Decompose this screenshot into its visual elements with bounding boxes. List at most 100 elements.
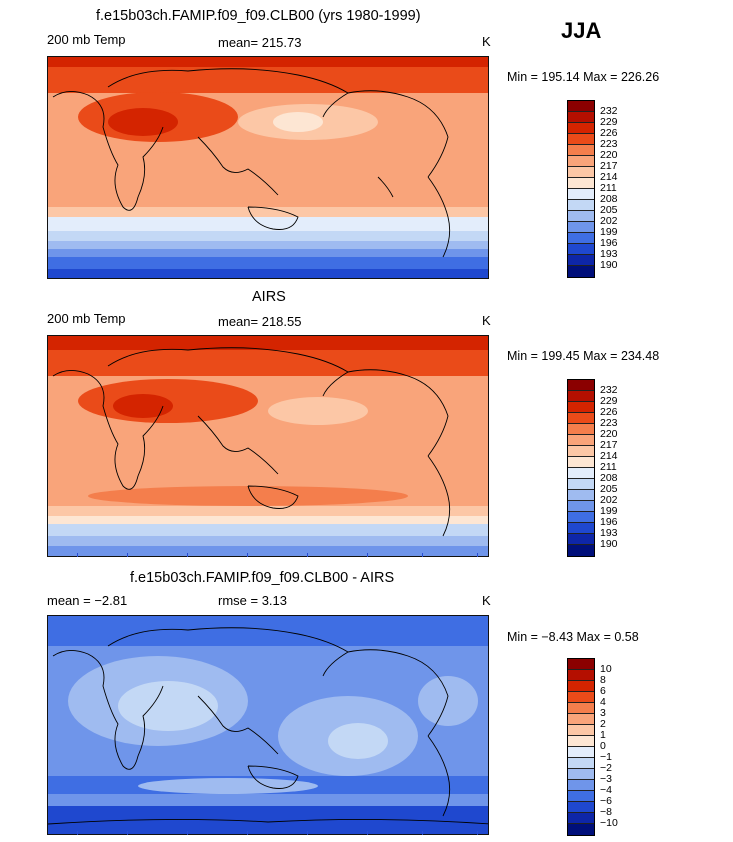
colorbar-label: 10	[600, 663, 612, 675]
colorbar-label: 205	[600, 483, 618, 495]
panel-3-rmse-label: rmse = 3.13	[218, 593, 288, 608]
panel-1-minmax: Min = 195.14 Max = 226.26	[507, 70, 660, 84]
colorbar-swatch	[568, 501, 594, 512]
colorbar-label: 202	[600, 494, 618, 506]
colorbar-label: −8	[600, 806, 612, 818]
panel-2-map	[47, 335, 489, 557]
colorbar-swatch	[568, 413, 594, 424]
colorbar-label: 208	[600, 472, 618, 484]
colorbar-label: −1	[600, 751, 612, 763]
colorbar-swatch	[568, 758, 594, 769]
panel-2-title: AIRS	[252, 289, 286, 305]
colorbar-label: −6	[600, 795, 612, 807]
colorbar-swatch	[568, 813, 594, 824]
panel-1-unit-label: K	[482, 34, 491, 49]
colorbar-label: 226	[600, 406, 618, 418]
panel-3-minmax: Min = −8.43 Max = 0.58	[507, 630, 639, 644]
colorbar-swatch	[568, 791, 594, 802]
colorbar-swatch	[568, 523, 594, 534]
panel-2-unit-label: K	[482, 313, 491, 328]
colorbar-swatch	[568, 545, 594, 556]
colorbar-label: 190	[600, 259, 618, 271]
panel-2-axis-ticks	[47, 553, 489, 557]
colorbar-swatch	[568, 736, 594, 747]
colorbar-swatch	[568, 178, 594, 189]
colorbar-swatch	[568, 123, 594, 134]
colorbar-label: 196	[600, 516, 618, 528]
panel-2-colorbar	[567, 379, 595, 557]
colorbar-label: −10	[600, 817, 618, 829]
colorbar-label: 220	[600, 428, 618, 440]
colorbar-label: 229	[600, 395, 618, 407]
colorbar-swatch	[568, 112, 594, 123]
panel-2-variable-label: 200 mb Temp	[47, 311, 126, 326]
colorbar-label: 217	[600, 439, 618, 451]
colorbar-label: 3	[600, 707, 606, 719]
colorbar-swatch	[568, 255, 594, 266]
colorbar-label: 232	[600, 105, 618, 117]
colorbar-label: −4	[600, 784, 612, 796]
colorbar-label: 199	[600, 226, 618, 238]
colorbar-label: 2	[600, 718, 606, 730]
panel-2-mean-label: mean= 218.55	[218, 314, 302, 329]
colorbar-label: −3	[600, 773, 612, 785]
colorbar-label: 220	[600, 149, 618, 161]
colorbar-label: 193	[600, 248, 618, 260]
colorbar-label: 1	[600, 729, 606, 741]
panel-3-axis-ticks	[47, 831, 489, 835]
colorbar-swatch	[568, 244, 594, 255]
colorbar-swatch	[568, 479, 594, 490]
panel-3-title: f.e15b03ch.FAMIP.f09_f09.CLB00 - AIRS	[130, 570, 395, 586]
panel-3-map	[47, 615, 489, 835]
colorbar-label: 208	[600, 193, 618, 205]
colorbar-swatch	[568, 391, 594, 402]
colorbar-label: 214	[600, 450, 618, 462]
panel-1-title: f.e15b03ch.FAMIP.f09_f09.CLB00 (yrs 1980…	[96, 8, 421, 24]
colorbar-swatch	[568, 714, 594, 725]
colorbar-swatch	[568, 435, 594, 446]
colorbar-swatch	[568, 512, 594, 523]
colorbar-swatch	[568, 725, 594, 736]
colorbar-label: 223	[600, 138, 618, 150]
colorbar-swatch	[568, 457, 594, 468]
colorbar-label: 232	[600, 384, 618, 396]
colorbar-swatch	[568, 167, 594, 178]
colorbar-swatch	[568, 802, 594, 813]
panel-2-minmax: Min = 199.45 Max = 234.48	[507, 349, 660, 363]
colorbar-swatch	[568, 490, 594, 501]
colorbar-swatch	[568, 780, 594, 791]
panel-2-map-svg	[48, 336, 488, 556]
colorbar-swatch	[568, 156, 594, 167]
colorbar-label: 217	[600, 160, 618, 172]
colorbar-label: 211	[600, 461, 617, 473]
colorbar-label: 6	[600, 685, 606, 697]
panel-3-colorbar	[567, 658, 595, 836]
panel-1-map	[47, 56, 489, 279]
colorbar-swatch	[568, 222, 594, 233]
colorbar-swatch	[568, 824, 594, 835]
season-label: JJA	[561, 18, 602, 43]
colorbar-label: 4	[600, 696, 606, 708]
colorbar-label: 205	[600, 204, 618, 216]
colorbar-swatch	[568, 468, 594, 479]
colorbar-label: 193	[600, 527, 618, 539]
colorbar-swatch	[568, 233, 594, 244]
colorbar-label: 214	[600, 171, 618, 183]
colorbar-label: −2	[600, 762, 612, 774]
colorbar-swatch	[568, 189, 594, 200]
colorbar-swatch	[568, 200, 594, 211]
panel-1-variable-label: 200 mb Temp	[47, 32, 126, 47]
colorbar-label: 229	[600, 116, 618, 128]
colorbar-swatch	[568, 670, 594, 681]
colorbar-swatch	[568, 534, 594, 545]
panel-1-mean-label: mean= 215.73	[218, 35, 302, 50]
colorbar-label: 226	[600, 127, 618, 139]
colorbar-label: 223	[600, 417, 618, 429]
colorbar-swatch	[568, 681, 594, 692]
colorbar-swatch	[568, 424, 594, 435]
colorbar-swatch	[568, 402, 594, 413]
colorbar-label: 202	[600, 215, 618, 227]
panel-3-unit-label: K	[482, 593, 491, 608]
colorbar-label: 0	[600, 740, 606, 752]
colorbar-swatch	[568, 145, 594, 156]
